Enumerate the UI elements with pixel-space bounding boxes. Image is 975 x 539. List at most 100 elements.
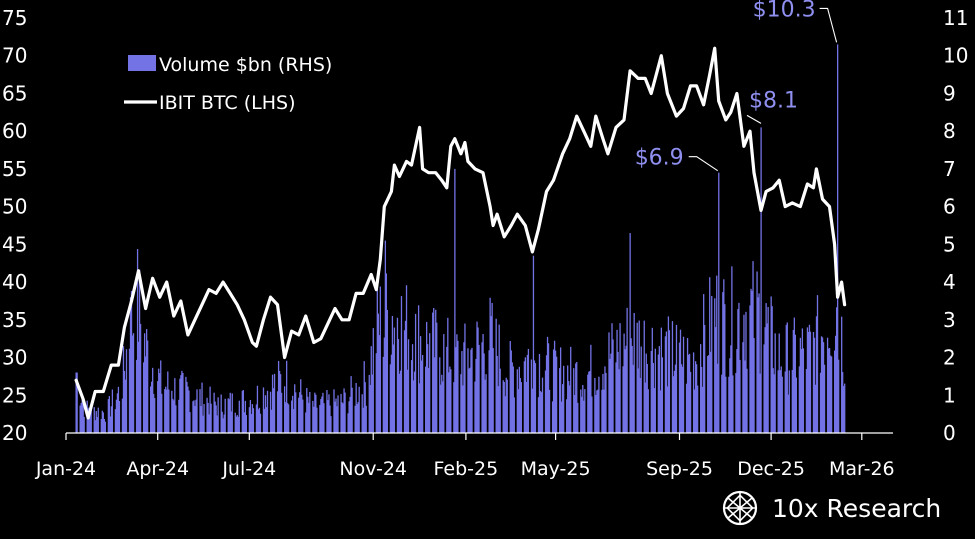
volume-bar (721, 374, 723, 433)
volume-bar (573, 368, 575, 433)
volume-bar (504, 396, 506, 433)
volume-bar (664, 336, 667, 433)
y-right-tick-label: 5 (943, 232, 956, 256)
volume-bar (525, 381, 528, 433)
volume-bar (580, 389, 582, 433)
volume-bar (410, 360, 413, 433)
volume-bar (137, 341, 140, 433)
volume-bar (107, 399, 110, 433)
y-left-tick-label: 45 (2, 232, 27, 256)
volume-bar (206, 397, 208, 433)
y-left-tick-label: 20 (2, 421, 27, 445)
volume-bar (362, 407, 364, 433)
volume-bar (491, 302, 493, 433)
volume-bar (806, 327, 809, 433)
volume-bar (659, 390, 662, 433)
volume-bar (192, 401, 194, 433)
volume-bar (333, 389, 335, 433)
volume-bar (708, 355, 710, 433)
volume-bar (313, 406, 315, 433)
volume-bar (383, 337, 386, 433)
volume-bar (350, 376, 352, 433)
volume-bar (596, 390, 598, 433)
volume-bar (798, 366, 801, 433)
volume-bar (378, 335, 380, 433)
volume-bar (229, 392, 231, 433)
volume-bar (711, 296, 713, 433)
volume-bar (555, 356, 558, 433)
volume-bar (751, 290, 753, 433)
volume-bar (476, 321, 478, 433)
volume-bar (482, 334, 484, 433)
volume-bar (678, 342, 681, 433)
x-tick-label: May-25 (521, 458, 591, 480)
volume-bar (680, 364, 683, 433)
volume-bar (489, 297, 491, 433)
volume-bar (397, 339, 400, 433)
volume-bar (103, 419, 105, 433)
volume-bar (150, 386, 152, 433)
volume-bar (321, 396, 323, 433)
volume-bar (165, 386, 167, 433)
volume-bar (142, 362, 145, 433)
volume-bar (807, 331, 810, 433)
volume-bar (629, 233, 631, 433)
y-right-tick-label: 10 (943, 44, 968, 68)
volume-bar (436, 322, 438, 433)
volume-bar (88, 411, 90, 433)
volume-bar (174, 378, 176, 433)
volume-bar (329, 405, 331, 433)
volume-bar (738, 302, 740, 433)
x-tick-label: Apr-24 (126, 458, 189, 480)
volume-bar (146, 340, 149, 433)
volume-bar (154, 398, 156, 433)
volume-bar (376, 286, 378, 433)
volume-bar (701, 366, 703, 433)
volume-bar (301, 394, 303, 433)
volume-bar (185, 376, 187, 433)
volume-bar (716, 275, 718, 433)
volume-bar (702, 386, 704, 433)
volume-bar (404, 320, 407, 433)
volume-bar (694, 361, 697, 433)
annotation-label: $10.3 (753, 0, 816, 22)
volume-bar (175, 405, 177, 433)
volume-bar (626, 307, 628, 433)
volume-bar (519, 378, 521, 433)
10x-logo-icon (722, 490, 758, 526)
volume-bar (199, 389, 201, 433)
volume-bar (245, 415, 248, 433)
volume-bar (320, 399, 322, 433)
volume-bar (791, 370, 793, 433)
volume-bar (96, 416, 98, 433)
volume-bar (433, 308, 435, 433)
volume-bar (389, 364, 392, 433)
volume-bar (503, 381, 505, 433)
volume-bar (258, 407, 261, 433)
volume-bar (81, 398, 83, 433)
volume-bar (131, 335, 134, 433)
volume-bar (736, 349, 738, 433)
volume-bar (361, 394, 363, 433)
volume-bar (652, 362, 654, 433)
volume-bar (546, 336, 549, 433)
volume-bar (675, 324, 678, 433)
volume-bar (646, 363, 648, 433)
volume-bar (256, 385, 259, 433)
volume-bar (707, 355, 709, 433)
volume-bar (307, 396, 309, 433)
volume-bar (724, 304, 726, 433)
volume-bar (509, 341, 511, 433)
volume-bar (547, 343, 550, 433)
volume-bar (502, 380, 504, 433)
volume-bar (454, 168, 456, 433)
volume-bar (827, 348, 830, 433)
volume-bar (450, 369, 452, 433)
volume-bar (553, 340, 556, 433)
volume-bar (518, 366, 520, 433)
volume-bar (813, 337, 816, 433)
volume-bar (248, 407, 251, 433)
volume-bar (124, 379, 127, 433)
volume-bar (794, 334, 796, 433)
